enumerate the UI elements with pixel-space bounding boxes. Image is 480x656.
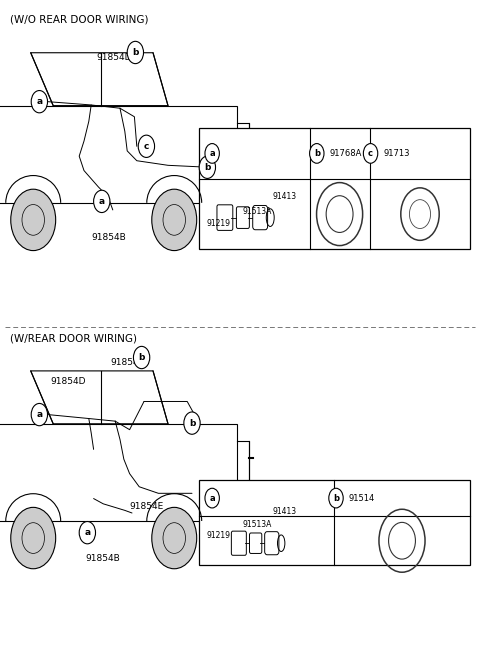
Circle shape xyxy=(11,507,56,569)
Circle shape xyxy=(138,135,155,157)
Bar xyxy=(199,480,470,565)
Text: 91854B: 91854B xyxy=(85,554,120,564)
Circle shape xyxy=(94,190,110,213)
Circle shape xyxy=(205,144,219,163)
Text: a: a xyxy=(84,528,90,537)
Circle shape xyxy=(11,189,56,251)
Text: a: a xyxy=(36,410,42,419)
Text: a: a xyxy=(209,493,215,502)
Text: 91219: 91219 xyxy=(206,218,230,228)
Text: 91513A: 91513A xyxy=(242,207,272,216)
Text: 91854D: 91854D xyxy=(50,377,86,386)
Circle shape xyxy=(127,41,144,64)
Circle shape xyxy=(79,522,96,544)
Text: 91854E: 91854E xyxy=(130,502,164,511)
Circle shape xyxy=(152,507,197,569)
Text: b: b xyxy=(204,163,211,172)
Text: b: b xyxy=(132,48,139,57)
Text: a: a xyxy=(99,197,105,206)
Bar xyxy=(0,424,237,521)
Text: a: a xyxy=(36,97,42,106)
Text: b: b xyxy=(314,149,320,158)
Text: 91854B: 91854B xyxy=(91,233,126,242)
Text: b: b xyxy=(138,353,145,362)
Text: 91413: 91413 xyxy=(273,192,297,201)
Text: 91768A: 91768A xyxy=(329,149,361,158)
Polygon shape xyxy=(31,52,168,106)
Text: c: c xyxy=(144,142,149,151)
Text: (W/O REAR DOOR WIRING): (W/O REAR DOOR WIRING) xyxy=(10,14,148,24)
Text: (W/REAR DOOR WIRING): (W/REAR DOOR WIRING) xyxy=(10,333,137,343)
Circle shape xyxy=(184,412,200,434)
Text: b: b xyxy=(333,493,339,502)
Circle shape xyxy=(152,189,197,251)
Text: a: a xyxy=(209,149,215,158)
Circle shape xyxy=(199,156,216,178)
Circle shape xyxy=(31,91,48,113)
Circle shape xyxy=(363,144,378,163)
Circle shape xyxy=(31,403,48,426)
Text: 91219: 91219 xyxy=(206,531,230,541)
Circle shape xyxy=(310,144,324,163)
Circle shape xyxy=(329,488,343,508)
Text: 91514: 91514 xyxy=(348,493,375,502)
Text: c: c xyxy=(368,149,373,158)
Text: 91854D: 91854D xyxy=(96,53,132,62)
Polygon shape xyxy=(31,371,168,424)
Circle shape xyxy=(205,488,219,508)
Bar xyxy=(0,106,237,203)
Bar xyxy=(199,128,470,249)
Text: b: b xyxy=(189,419,195,428)
Text: 91513A: 91513A xyxy=(242,520,272,529)
Circle shape xyxy=(133,346,150,369)
Text: 91413: 91413 xyxy=(273,507,297,516)
Text: 91713: 91713 xyxy=(383,149,409,158)
Text: 91854F: 91854F xyxy=(110,358,144,367)
